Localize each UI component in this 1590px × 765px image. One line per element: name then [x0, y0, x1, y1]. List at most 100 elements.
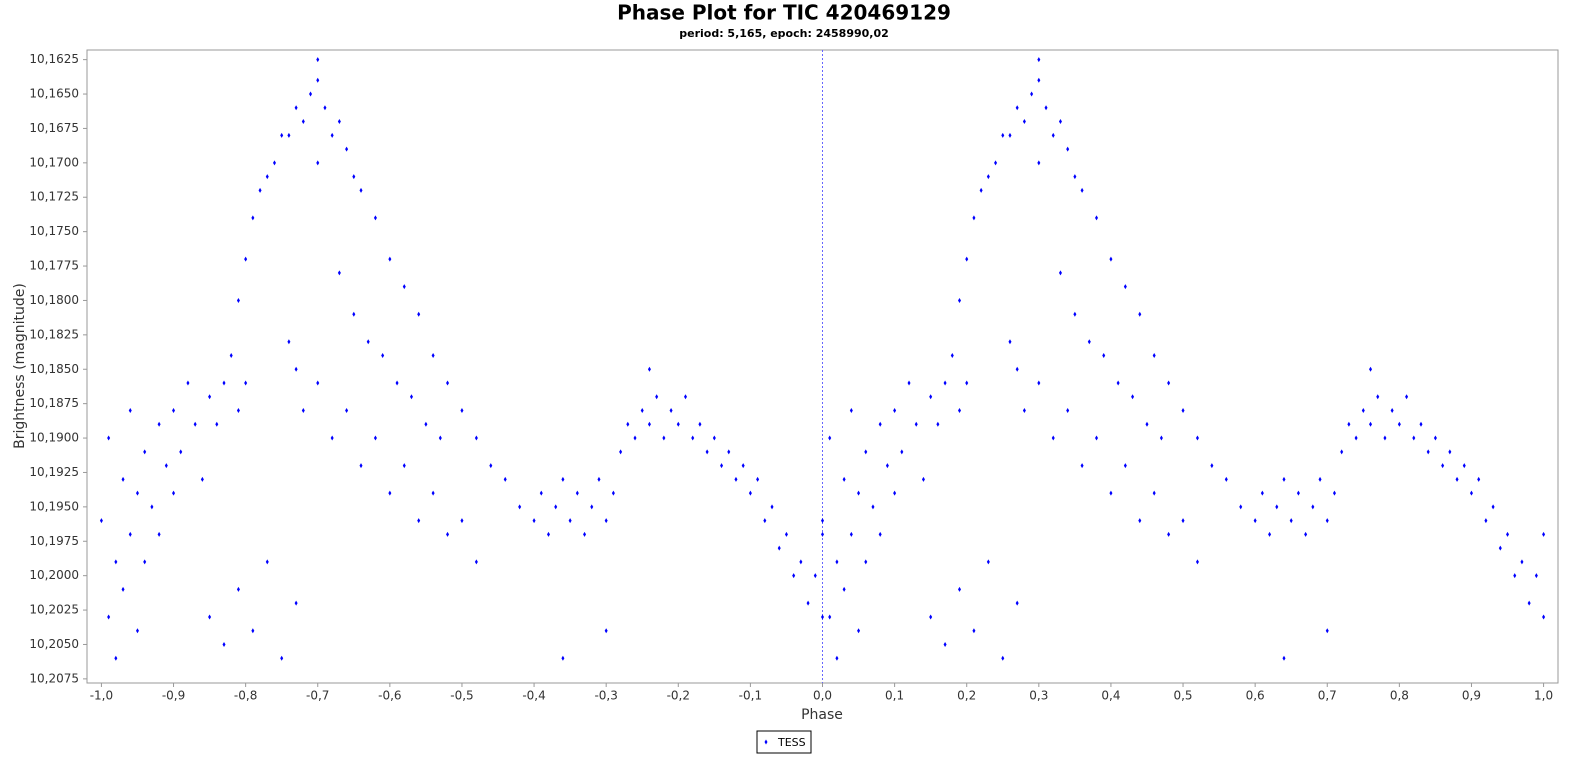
data-point — [1066, 146, 1070, 152]
data-point — [1426, 449, 1430, 455]
data-point — [929, 394, 933, 400]
data-point — [1167, 531, 1171, 537]
data-point — [1145, 421, 1149, 427]
data-point — [1167, 380, 1171, 386]
data-point — [287, 339, 291, 345]
data-point — [381, 352, 385, 358]
data-point — [1210, 463, 1214, 469]
data-point — [921, 476, 925, 482]
data-point — [929, 614, 933, 620]
data-point — [885, 463, 889, 469]
data-point — [1080, 187, 1084, 193]
data-point — [294, 600, 298, 606]
data-point — [518, 504, 522, 510]
data-point — [770, 504, 774, 510]
data-point — [309, 91, 313, 97]
data-point — [438, 435, 442, 441]
x-tick-label: -0,4 — [522, 689, 545, 703]
data-point — [157, 531, 161, 537]
chart-subtitle: period: 5,165, epoch: 2458990,02 — [679, 27, 889, 40]
data-point — [1542, 614, 1546, 620]
data-point — [395, 380, 399, 386]
data-point — [1484, 518, 1488, 524]
data-point — [186, 380, 190, 386]
data-point — [150, 504, 154, 510]
data-point — [143, 559, 147, 565]
data-point — [373, 435, 377, 441]
data-point — [244, 256, 248, 262]
data-point — [1138, 518, 1142, 524]
data-point — [784, 531, 788, 537]
data-point — [943, 641, 947, 647]
data-point — [446, 380, 450, 386]
data-point — [1347, 421, 1351, 427]
data-point — [575, 490, 579, 496]
data-point — [878, 421, 882, 427]
data-point — [402, 284, 406, 290]
data-point — [835, 559, 839, 565]
data-point — [864, 449, 868, 455]
data-point — [1037, 380, 1041, 386]
data-point — [287, 132, 291, 138]
data-point — [222, 641, 226, 647]
data-point — [128, 531, 132, 537]
data-point — [424, 421, 428, 427]
y-tick-label: 10,1900 — [29, 431, 79, 445]
data-point — [402, 463, 406, 469]
y-tick-label: 10,1950 — [29, 499, 79, 513]
data-point — [1239, 504, 1243, 510]
data-point — [489, 463, 493, 469]
data-point — [1405, 394, 1409, 400]
y-tick-label: 10,1925 — [29, 465, 79, 479]
x-tick-label: 1,0 — [1534, 689, 1553, 703]
data-point — [893, 408, 897, 414]
data-point — [1332, 490, 1336, 496]
y-tick-label: 10,1750 — [29, 224, 79, 238]
data-point — [1015, 600, 1019, 606]
x-tick-label: 0,0 — [813, 689, 832, 703]
data-point — [236, 297, 240, 303]
data-point — [1095, 435, 1099, 441]
data-point — [417, 311, 421, 317]
data-point — [1296, 490, 1300, 496]
data-point — [1318, 476, 1322, 482]
x-tick-label: -0,2 — [667, 689, 690, 703]
data-point — [114, 559, 118, 565]
data-point — [821, 531, 824, 537]
data-point — [1491, 504, 1495, 510]
data-point — [1051, 132, 1055, 138]
data-point — [1015, 105, 1019, 111]
data-point — [157, 421, 161, 427]
data-point — [1397, 421, 1401, 427]
data-point — [561, 476, 565, 482]
data-point — [301, 408, 305, 414]
y-tick-label: 10,1675 — [29, 121, 79, 135]
data-point — [546, 531, 550, 537]
data-point — [1224, 476, 1228, 482]
data-point — [914, 421, 918, 427]
data-point — [359, 187, 363, 193]
data-point — [777, 545, 781, 551]
data-point — [1015, 366, 1019, 372]
x-tick-label: -0,6 — [378, 689, 401, 703]
data-point — [1066, 408, 1070, 414]
data-point — [720, 463, 724, 469]
data-point — [972, 215, 976, 221]
x-tick-label: 0,2 — [957, 689, 976, 703]
data-point — [1361, 408, 1365, 414]
data-point — [172, 490, 176, 496]
data-point — [1037, 160, 1041, 166]
data-point — [1340, 449, 1344, 455]
data-point — [503, 476, 507, 482]
data-point — [1534, 573, 1538, 579]
data-point — [1268, 531, 1272, 537]
data-point — [849, 408, 853, 414]
data-point — [107, 435, 111, 441]
data-point — [352, 311, 356, 317]
data-point — [1131, 394, 1135, 400]
data-point — [1462, 463, 1466, 469]
data-point — [1513, 573, 1517, 579]
data-point — [763, 518, 767, 524]
x-tick-label: 0,9 — [1462, 689, 1481, 703]
data-point — [474, 435, 478, 441]
